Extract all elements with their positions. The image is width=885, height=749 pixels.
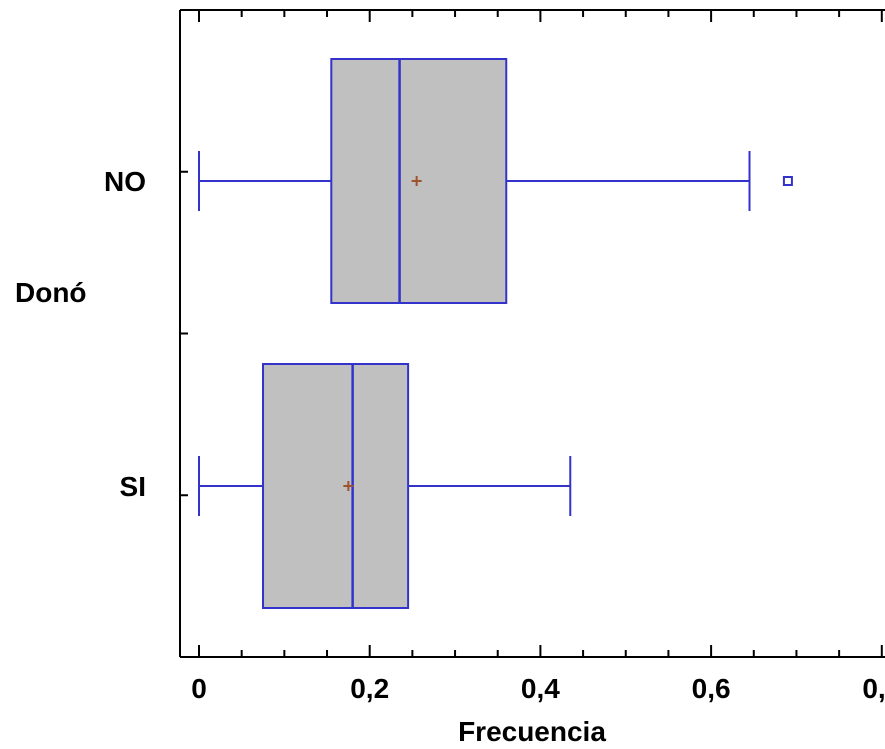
x-tick-label: 0,4 [521,673,560,704]
x-axis-title: Frecuencia [458,716,606,747]
outlier-point [782,176,793,186]
box-group-si: SI [120,363,572,609]
x-tick-label: 0,6 [692,673,731,704]
box [262,363,410,609]
category-label: NO [104,166,146,197]
y-axis-title: Donó [15,277,87,308]
x-tick-label: 0,2 [350,673,389,704]
box-group-no: NO [104,58,793,304]
category-label: SI [120,471,146,502]
x-tick-label: 0,8 [862,673,885,704]
x-tick-label: 0 [191,673,207,704]
